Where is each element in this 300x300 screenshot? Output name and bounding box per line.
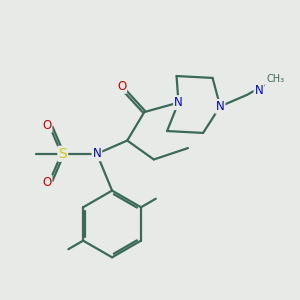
- Text: N: N: [92, 147, 101, 160]
- Text: S: S: [58, 147, 67, 161]
- Text: N: N: [254, 84, 263, 97]
- Text: N: N: [216, 100, 224, 113]
- Text: O: O: [117, 80, 126, 93]
- Text: N: N: [174, 96, 183, 109]
- Text: CH₃: CH₃: [267, 74, 285, 84]
- Text: O: O: [42, 119, 52, 132]
- Text: O: O: [42, 176, 52, 189]
